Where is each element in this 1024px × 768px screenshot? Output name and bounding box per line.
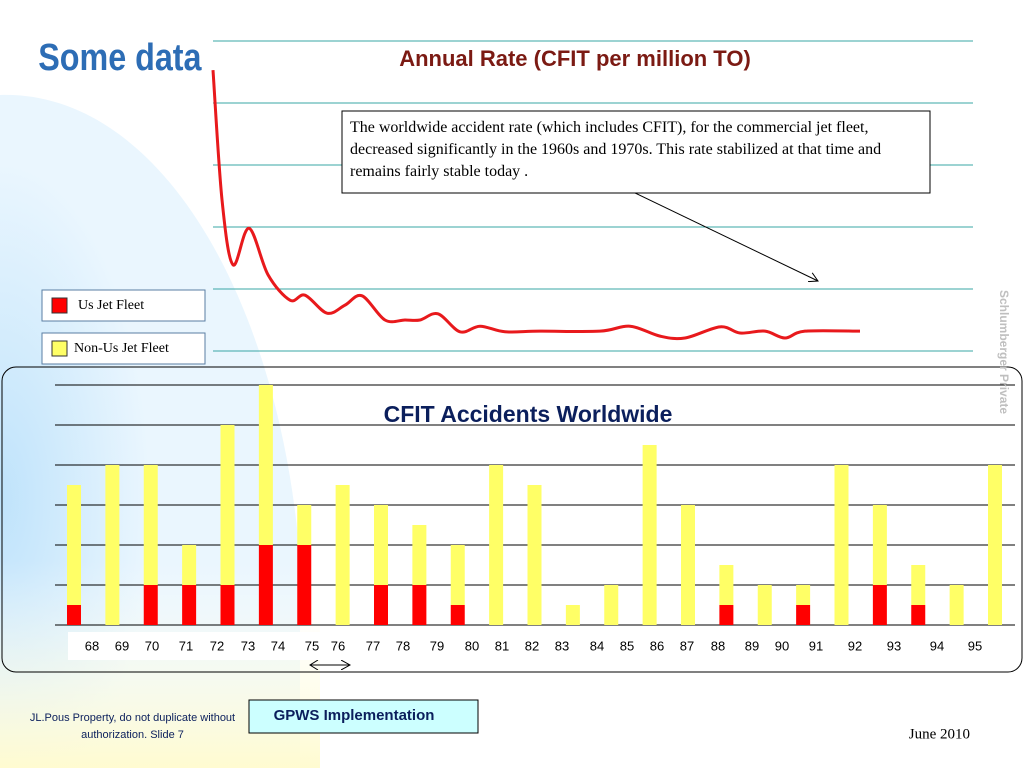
x-tick-label: 93 <box>887 638 901 653</box>
x-tick-label: 80 <box>465 638 479 653</box>
chart-title: CFIT Accidents Worldwide <box>384 401 673 427</box>
annotation-arrow <box>634 192 818 281</box>
x-tick-label: 94 <box>930 638 944 653</box>
bar-segment <box>374 585 388 625</box>
rate-line <box>211 70 861 341</box>
bar-segment <box>489 465 504 625</box>
slide-title: Some data <box>38 37 202 79</box>
x-tick-label: 70 <box>145 638 159 653</box>
annotation: The worldwide accident rate (which inclu… <box>350 119 882 180</box>
legend-label: Us Jet Fleet <box>78 298 144 313</box>
side-label: Schlumberger Private <box>997 290 1011 414</box>
bar-segment <box>297 505 312 545</box>
x-tick-label: 86 <box>650 638 664 653</box>
bar-segment <box>182 585 197 625</box>
bar-segment <box>527 485 542 625</box>
x-tick-label: 82 <box>525 638 539 653</box>
gpws-box <box>248 699 479 734</box>
bar-segment <box>220 585 235 625</box>
bar-segment <box>143 585 158 625</box>
x-tick-label: 92 <box>848 638 862 653</box>
x-tick-label: 72 <box>210 638 224 653</box>
x-tick-label: 74 <box>271 638 285 653</box>
bar-segment <box>182 545 197 585</box>
bar-segment <box>719 605 734 625</box>
bar-segment <box>412 585 427 625</box>
x-tick-label: 89 <box>745 638 759 653</box>
x-tick-label: 84 <box>590 638 604 653</box>
bar-segment <box>834 465 849 625</box>
legend-box <box>41 332 206 365</box>
bar-segment <box>911 605 926 625</box>
bar-segment <box>220 425 235 585</box>
legend-swatch <box>51 297 68 314</box>
bar-segment <box>335 485 350 625</box>
legend-label: Non-Us Jet Fleet <box>74 341 169 356</box>
bar-segment <box>872 505 887 585</box>
bar-segment <box>258 385 273 545</box>
bar-segment <box>796 605 811 625</box>
x-tick-label: 95 <box>968 638 982 653</box>
x-tick-label: 73 <box>241 638 255 653</box>
x-tick-label: 87 <box>680 638 694 653</box>
legend-box <box>41 289 206 322</box>
bar-segment <box>450 605 465 625</box>
bar-segment <box>872 585 887 625</box>
bar-segment <box>374 505 388 585</box>
x-tick-label: 79 <box>430 638 444 653</box>
legend-swatch <box>51 340 68 357</box>
x-tick-label: 69 <box>115 638 129 653</box>
x-tick-label: 91 <box>809 638 823 653</box>
x-tick-label: 88 <box>711 638 725 653</box>
gpws-label: GPWS Implementation <box>274 707 435 724</box>
bar-segment <box>67 485 81 605</box>
bar-segment <box>450 545 465 605</box>
bar-segment <box>412 525 427 585</box>
x-tick-label: 71 <box>179 638 193 653</box>
footer-date: June 2010 <box>909 726 970 742</box>
x-tick-label: 78 <box>396 638 410 653</box>
annotation-box <box>341 110 931 194</box>
bar-segment <box>143 465 158 585</box>
bar-segment <box>67 605 81 625</box>
x-tick-label: 75 <box>305 638 319 653</box>
bar-segment <box>565 605 580 625</box>
bar-segment <box>105 465 120 625</box>
footer-left-text: JL.Pous Property, do not duplicate witho… <box>29 712 236 741</box>
bar-segment <box>681 505 695 625</box>
x-tick-label: 83 <box>555 638 569 653</box>
footer-left: JL.Pous Property, do not duplicate witho… <box>29 712 236 741</box>
x-tick-label: 90 <box>775 638 789 653</box>
chart-title: Annual Rate (CFIT per million TO) <box>399 46 751 71</box>
bar-segment <box>949 585 964 625</box>
axis-label-strip <box>68 632 998 660</box>
bar-segment <box>757 585 772 625</box>
bar-segment <box>719 565 734 605</box>
bar-segment <box>258 545 273 625</box>
bar-segment <box>297 545 312 625</box>
bar-segment <box>988 465 1002 625</box>
bar-segment <box>642 445 657 625</box>
x-tick-label: 68 <box>85 638 99 653</box>
chart-frame <box>1 366 1023 673</box>
x-tick-label: 85 <box>620 638 634 653</box>
bar-segment <box>796 585 811 605</box>
x-tick-label: 77 <box>366 638 380 653</box>
x-tick-label: 76 <box>331 638 345 653</box>
x-tick-label: 81 <box>495 638 509 653</box>
bar-segment <box>604 585 619 625</box>
bar-segment <box>911 565 926 605</box>
annotation-text: The worldwide accident rate (which inclu… <box>350 119 882 180</box>
